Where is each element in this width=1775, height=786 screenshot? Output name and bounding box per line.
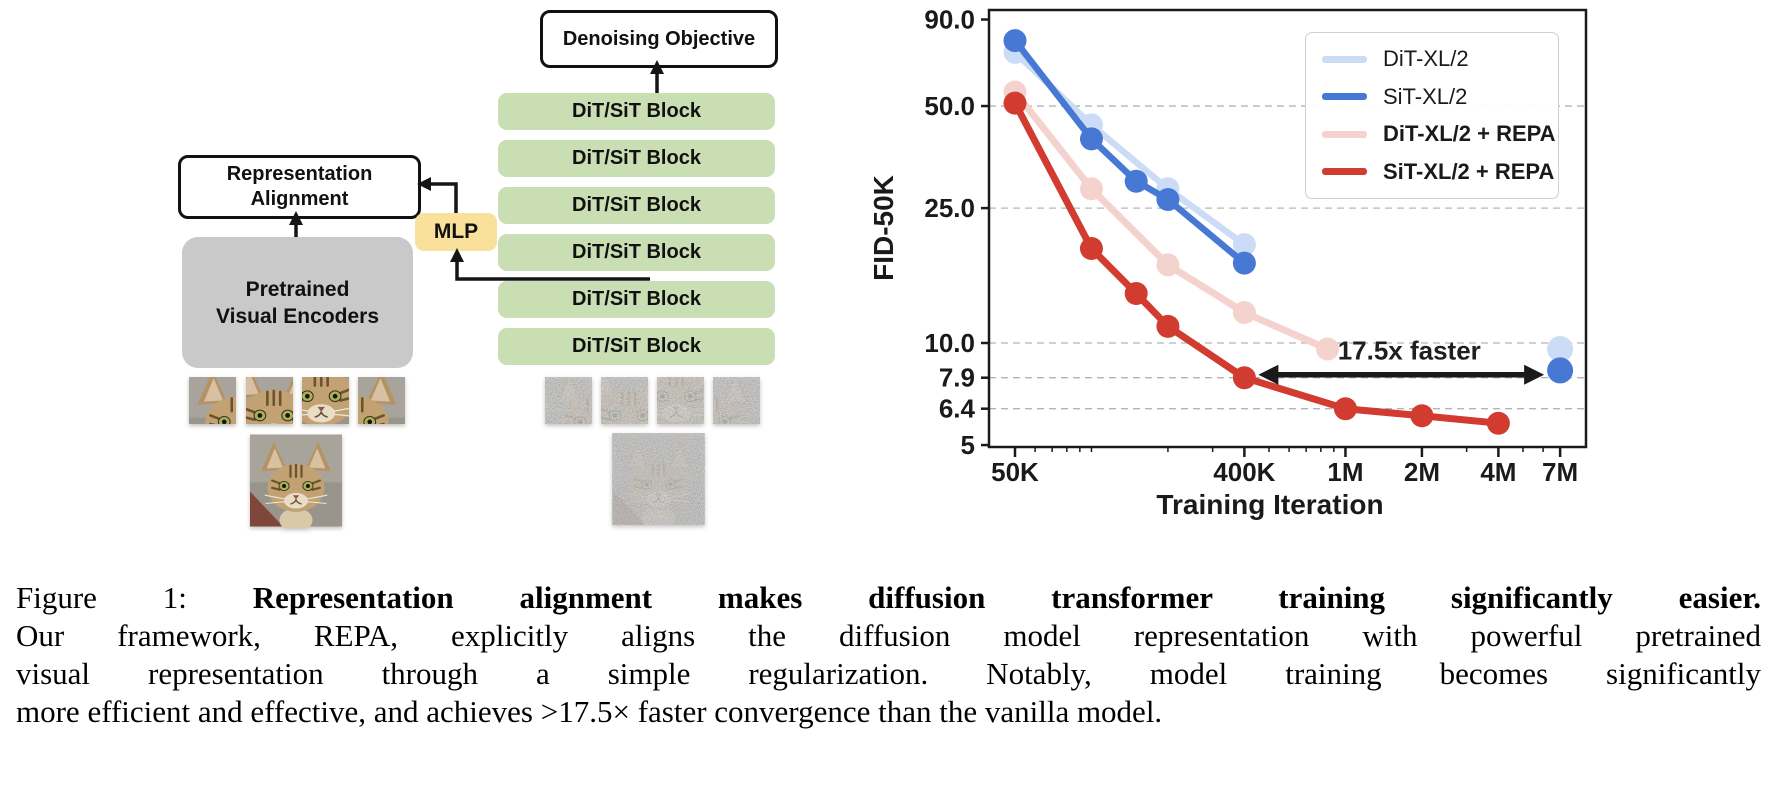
- dit-sit-block: DiT/SiT Block: [498, 234, 775, 271]
- dit-sit-block-stack: DiT/SiT Block DiT/SiT Block DiT/SiT Bloc…: [498, 93, 775, 375]
- legend-line-sample: [1322, 168, 1367, 176]
- dit-sit-block: DiT/SiT Block: [498, 140, 775, 177]
- svg-text:Training Iteration: Training Iteration: [1156, 489, 1383, 520]
- clean-image-patch-4: [358, 377, 405, 424]
- clean-cat-image: [250, 433, 342, 528]
- representation-alignment-line1: Representation: [226, 163, 373, 185]
- svg-text:50.0: 50.0: [924, 91, 975, 121]
- legend-line-sample: [1322, 55, 1367, 63]
- legend-item-dit-repa: DiT-XL/2 + REPA: [1306, 121, 1558, 147]
- legend-item-dit: DiT-XL/2: [1306, 46, 1558, 72]
- caption-line-2: Our framework, REPA, explicitly aligns t…: [16, 618, 1761, 653]
- noisy-cat-image: [612, 433, 705, 525]
- dit-sit-block: DiT/SiT Block: [498, 281, 775, 318]
- dit-sit-block: DiT/SiT Block: [498, 187, 775, 224]
- noisy-image-patch-3: [657, 377, 704, 424]
- svg-text:17.5x faster: 17.5x faster: [1338, 336, 1481, 366]
- legend-line-sample: [1322, 130, 1367, 138]
- dit-sit-block: DiT/SiT Block: [498, 93, 775, 130]
- svg-text:10.0: 10.0: [924, 328, 975, 358]
- svg-text:2M: 2M: [1404, 457, 1440, 487]
- svg-text:90.0: 90.0: [924, 5, 975, 35]
- noisy-image-patch-2: [601, 377, 648, 424]
- clean-image-patch-1: [189, 377, 236, 424]
- svg-text:1M: 1M: [1327, 457, 1363, 487]
- pretrained-line2: Visual Encoders: [215, 304, 380, 328]
- representation-alignment-line2: Alignment: [250, 188, 349, 210]
- pretrained-line1: Pretrained: [245, 277, 350, 301]
- svg-text:400K: 400K: [1213, 457, 1275, 487]
- chart-legend: DiT-XL/2 SiT-XL/2 DiT-XL/2 + REPA SiT-XL…: [1305, 32, 1559, 199]
- svg-text:7M: 7M: [1542, 457, 1578, 487]
- denoising-objective-box: Denoising Objective: [540, 10, 778, 68]
- svg-text:6.4: 6.4: [939, 394, 976, 424]
- caption-line-1: Figure 1: Representation alignment makes…: [16, 580, 1761, 615]
- clean-image-patch-2: [246, 377, 293, 424]
- figure-caption: Figure 1: Representation alignment makes…: [16, 579, 1761, 731]
- noisy-image-patch-4: [713, 377, 760, 424]
- dit-sit-block: DiT/SiT Block: [498, 328, 775, 365]
- caption-line-4: more efficient and effective, and achiev…: [16, 694, 1163, 729]
- svg-text:FID-50K: FID-50K: [868, 175, 899, 281]
- mlp-label: MLP: [433, 220, 479, 243]
- representation-alignment-box: Representation Alignment: [178, 155, 421, 219]
- clean-image-patch-3: [302, 377, 349, 424]
- svg-text:4M: 4M: [1480, 457, 1516, 487]
- svg-text:50K: 50K: [991, 457, 1039, 487]
- legend-item-sit: SiT-XL/2: [1306, 84, 1558, 110]
- legend-item-sit-repa: SiT-XL/2 + REPA: [1306, 159, 1558, 185]
- denoising-objective-label: Denoising Objective: [562, 27, 756, 50]
- pretrained-visual-encoders-box: Pretrained Visual Encoders: [182, 237, 413, 368]
- legend-line-sample: [1322, 93, 1367, 101]
- mlp-box: MLP: [415, 213, 497, 251]
- svg-text:25.0: 25.0: [924, 193, 975, 223]
- caption-line-3: visual representation through a simple r…: [16, 656, 1761, 691]
- noisy-image-patch-1: [545, 377, 592, 424]
- svg-text:7.9: 7.9: [939, 363, 975, 393]
- svg-text:5: 5: [961, 430, 975, 460]
